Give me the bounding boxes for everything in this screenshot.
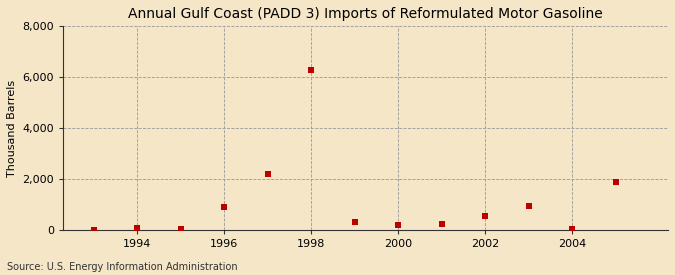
Point xyxy=(610,180,621,184)
Point xyxy=(176,227,186,231)
Point xyxy=(480,214,491,219)
Point xyxy=(436,222,447,226)
Text: Source: U.S. Energy Information Administration: Source: U.S. Energy Information Administ… xyxy=(7,262,238,272)
Y-axis label: Thousand Barrels: Thousand Barrels xyxy=(7,79,17,177)
Point xyxy=(88,227,99,232)
Title: Annual Gulf Coast (PADD 3) Imports of Reformulated Motor Gasoline: Annual Gulf Coast (PADD 3) Imports of Re… xyxy=(128,7,603,21)
Point xyxy=(132,226,142,230)
Point xyxy=(219,205,230,210)
Point xyxy=(567,227,578,232)
Point xyxy=(306,68,317,72)
Point xyxy=(393,223,404,227)
Point xyxy=(263,172,273,176)
Point xyxy=(523,204,534,208)
Point xyxy=(350,220,360,225)
